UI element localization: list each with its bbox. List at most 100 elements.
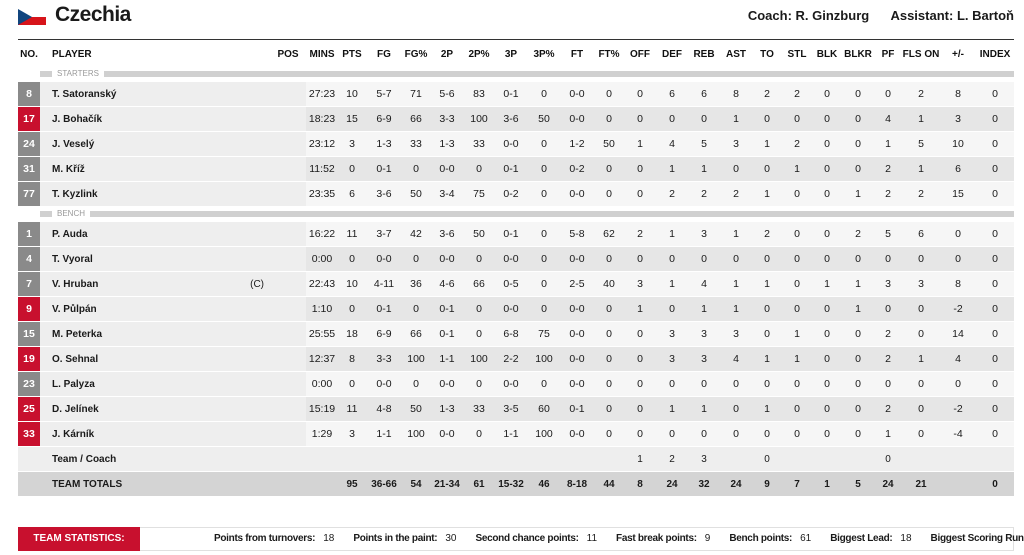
stat-cell: 6 — [940, 157, 976, 182]
column-header[interactable]: PLAYER — [52, 48, 92, 60]
player-row[interactable]: 19 O. Sehnal 12:37 8 3-3 100 1-1 100 2-2 100 0-0 0 0… — [18, 347, 1014, 372]
player-name[interactable]: J. Bohačík — [52, 113, 103, 125]
stat-cell: 0 — [624, 322, 656, 347]
player-name-cell[interactable]: T. Kyzlink — [40, 182, 270, 207]
stat-cell: 1 — [752, 397, 782, 422]
player-name-cell[interactable]: J. Veselý — [40, 132, 270, 157]
stat-cell: 0 — [752, 247, 782, 272]
stat-cell: 11:52 — [306, 157, 338, 182]
stat-cell: 0 — [528, 222, 560, 247]
bench-section-label: BENCH — [52, 208, 91, 220]
player-row[interactable]: 23 L. Palyza 0:00 0 0-0 0 0-0 0 0-0 0 0-0 0 0 0 0 0 0 0 0 0… — [18, 372, 1014, 397]
player-name-cell[interactable]: J. Kárník — [40, 422, 270, 447]
player-row[interactable]: 15 M. Peterka 25:55 18 6-9 66 0-1 0 6-8 75 0-0 0 0 3 3… — [18, 322, 1014, 347]
team-stat-item: Fast break points: 9 — [616, 528, 710, 550]
player-name-cell[interactable]: D. Jelínek — [40, 397, 270, 422]
column-header[interactable]: STL — [787, 48, 807, 60]
column-header[interactable]: POS — [277, 48, 299, 60]
player-name[interactable]: M. Peterka — [52, 328, 103, 340]
player-name-cell[interactable]: J. Bohačík — [40, 107, 270, 132]
player-name-cell[interactable]: M. Kříž — [40, 157, 270, 182]
player-name[interactable]: V. Hruban — [52, 278, 99, 290]
player-row[interactable]: 7 V. Hruban (C) 22:43 10 4-11 36 4-6 66 0-5 0 2-5 40… — [18, 272, 1014, 297]
column-header[interactable]: PF — [881, 48, 895, 60]
column-header[interactable]: BLK — [816, 48, 838, 60]
column-header[interactable]: FT% — [598, 48, 620, 60]
column-header[interactable]: FT — [570, 48, 584, 60]
column-header[interactable]: AST — [726, 48, 746, 60]
stat-cell: 75 — [528, 322, 560, 347]
player-name[interactable]: J. Veselý — [52, 138, 95, 150]
column-header[interactable]: +/- — [952, 48, 964, 60]
stat-cell: 0 — [528, 182, 560, 207]
column-header[interactable]: FG — [377, 48, 391, 60]
stat-cell: 1-3 — [430, 397, 464, 422]
section-band — [40, 211, 1014, 217]
player-row[interactable]: 31 M. Kříž 11:52 0 0-1 0 0-0 0 0-1 0 0-2 0 0 1 1 0 0 1 0 0 2… — [18, 157, 1014, 182]
jersey-number: 24 — [18, 132, 40, 157]
column-header[interactable]: 3P% — [533, 48, 555, 60]
player-name[interactable]: D. Jelínek — [52, 403, 99, 415]
player-row[interactable]: 77 T. Kyzlink 23:35 6 3-6 50 3-4 75 0-2 0 0-0 0 0 2 2 2… — [18, 182, 1014, 207]
column-header[interactable]: 3P — [504, 48, 518, 60]
column-header[interactable]: DEF — [662, 48, 682, 60]
stat-cell: 0 — [528, 372, 560, 397]
stat-cell: 0-0 — [560, 422, 594, 447]
player-name[interactable]: T. Vyoral — [52, 253, 93, 265]
column-header[interactable]: NO. — [20, 48, 38, 60]
player-name-cell[interactable]: T. Vyoral — [40, 247, 270, 272]
team-stat-item: Biggest Lead: 18 — [830, 528, 911, 550]
player-name-cell[interactable]: L. Palyza — [40, 372, 270, 397]
column-header[interactable]: OFF — [630, 48, 650, 60]
team-stat-label: Points in the paint: — [353, 533, 438, 544]
player-name[interactable]: T. Kyzlink — [52, 188, 98, 200]
stat-cell: 0-0 — [560, 107, 594, 132]
player-name[interactable]: P. Auda — [52, 228, 88, 240]
column-header[interactable]: FLS ON — [902, 48, 940, 60]
player-row[interactable]: 25 D. Jelínek 15:19 11 4-8 50 1-3 33 3-5 60 0-1 0 0 1… — [18, 397, 1014, 422]
stat-cell: 0 — [782, 182, 812, 207]
stat-cell: 0 — [594, 297, 624, 322]
player-name[interactable]: L. Palyza — [52, 378, 95, 390]
stat-cell: 100 — [402, 347, 430, 372]
column-header[interactable]: PTS — [342, 48, 362, 60]
column-header[interactable]: TO — [760, 48, 774, 60]
player-row[interactable]: 8 T. Satoranský 27:23 10 5-7 71 5-6 83 0-1 0 0-0 0 0… — [18, 82, 1014, 107]
player-name-cell[interactable]: M. Peterka — [40, 322, 270, 347]
player-name-cell[interactable]: V. Půlpán — [40, 297, 270, 322]
czech-flag-icon — [18, 9, 46, 25]
stat-cell: 1 — [842, 182, 874, 207]
stat-cell: 60 — [528, 397, 560, 422]
player-name[interactable]: J. Kárník — [52, 428, 95, 440]
player-row[interactable]: 9 V. Půlpán 1:10 0 0-1 0 0-1 0 0-0 0 0-0 0 1 0 1 1 0 0 0 1 0… — [18, 297, 1014, 322]
stat-cell: 1-1 — [366, 422, 402, 447]
column-header[interactable]: MINS — [309, 48, 335, 60]
player-name[interactable]: M. Kříž — [52, 163, 85, 175]
column-header[interactable]: REB — [693, 48, 715, 60]
stat-cell: 2-5 — [560, 272, 594, 297]
column-header[interactable]: FG% — [404, 48, 428, 60]
stat-cell — [366, 447, 402, 472]
column-header[interactable]: 2P — [440, 48, 454, 60]
stat-cell: 0:00 — [306, 247, 338, 272]
team-totals-row: TEAM TOTALS 95 36-66 54 21-34 61 15-32 46 8-18 44… — [18, 472, 1014, 497]
column-header[interactable]: BLKR — [844, 48, 872, 60]
player-row[interactable]: 17 J. Bohačík 18:23 15 6-9 66 3-3 100 3-6 50 0-0 0 0… — [18, 107, 1014, 132]
stat-cell: 0 — [338, 157, 366, 182]
stat-cell: 3 — [624, 272, 656, 297]
column-header[interactable]: 2P% — [468, 48, 490, 60]
player-name[interactable]: T. Satoranský — [52, 88, 117, 100]
jersey-number: 25 — [18, 397, 40, 422]
player-name[interactable]: O. Sehnal — [52, 353, 99, 365]
player-name-cell[interactable]: O. Sehnal — [40, 347, 270, 372]
player-row[interactable]: 33 J. Kárník 1:29 3 1-1 100 0-0 0 1-1 100 0-0 0 0 0 0 0… — [18, 422, 1014, 447]
player-row[interactable]: 1 P. Auda 16:22 11 3-7 42 3-6 50 0-1 0 5-8 62 2 1 3 1 2 0… — [18, 222, 1014, 247]
player-name-cell[interactable]: P. Auda — [40, 222, 270, 247]
player-name-cell[interactable]: T. Satoranský — [40, 82, 270, 107]
player-name-cell[interactable]: V. Hruban (C) — [40, 272, 270, 297]
column-header[interactable]: INDEX — [979, 48, 1011, 60]
player-name[interactable]: V. Půlpán — [52, 303, 97, 315]
player-row[interactable]: 4 T. Vyoral 0:00 0 0-0 0 0-0 0 0-0 0 0-0 0 0 0 0 0 0 0 0 0 0… — [18, 247, 1014, 272]
player-row[interactable]: 24 J. Veselý 23:12 3 1-3 33 1-3 33 0-0 0 1-2 50 1 4 5 3… — [18, 132, 1014, 157]
stat-cell: 6 — [688, 82, 720, 107]
